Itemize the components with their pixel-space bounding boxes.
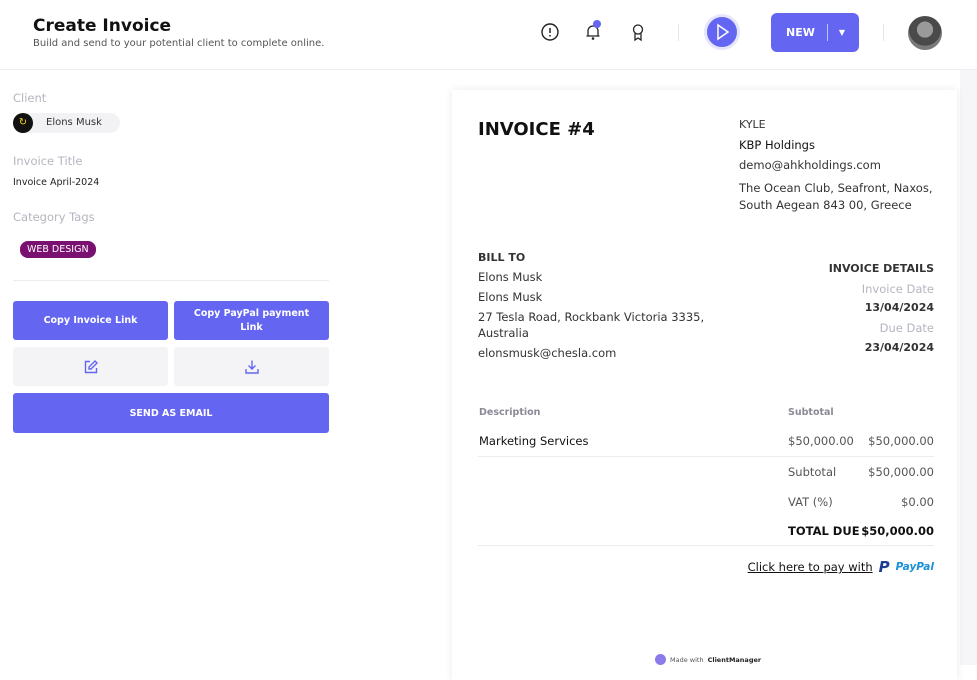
vat-label: VAT (%) — [788, 495, 833, 509]
divider — [826, 24, 828, 41]
divider — [883, 24, 884, 41]
invoice-details-label: INVOICE DETAILS — [828, 262, 934, 275]
award-icon[interactable] — [628, 22, 648, 42]
page-subtitle: Build and send to your potential client … — [33, 38, 325, 49]
bill-to-name: Elons Musk — [478, 270, 543, 284]
divider — [478, 545, 934, 546]
bill-to-label: BILL TO — [478, 251, 526, 264]
client-chip[interactable]: ↻ Elons Musk — [13, 113, 120, 133]
edit-button[interactable] — [13, 347, 168, 386]
paypal-wordmark: PayPal — [895, 561, 934, 573]
from-address: The Ocean Club, Seafront, Naxos, — [739, 181, 933, 195]
client-label: Client — [13, 91, 47, 105]
avatar[interactable] — [908, 16, 942, 50]
play-icon — [717, 23, 730, 41]
send-as-email-button[interactable]: SEND AS EMAIL — [13, 393, 329, 433]
client-name: Elons Musk — [46, 117, 102, 128]
footer-brand: ClientManager — [707, 655, 762, 664]
bill-to-address-2: Australia — [478, 326, 529, 340]
total-due-value: $50,000.00 — [861, 524, 934, 538]
pay-link-text: Click here to pay with — [747, 560, 873, 574]
col-subtotal: Subtotal — [788, 407, 834, 418]
client-logo: ↻ — [13, 113, 33, 133]
paypal-logo-icon: P — [878, 558, 890, 576]
edit-icon — [84, 359, 98, 373]
copy-paypal-link-button[interactable]: Copy PayPal payment Link — [174, 301, 329, 340]
invoice-date-label: Invoice Date — [861, 282, 934, 296]
row-description: Marketing Services — [479, 434, 589, 448]
from-email: demo@ahkholdings.com — [739, 158, 881, 172]
vat-value: $0.00 — [901, 495, 934, 509]
from-name: KYLE — [739, 118, 766, 131]
paypal-pay-link[interactable]: Click here to pay with P PayPal — [748, 558, 934, 576]
row-subtotal: $50,000.00 — [868, 434, 934, 448]
row-price: $50,000.00 — [788, 434, 854, 448]
invoice-preview — [452, 90, 957, 680]
scroll-area — [960, 70, 977, 665]
invoice-number: INVOICE #4 — [478, 119, 595, 140]
category-tags-label: Category Tags — [13, 210, 95, 224]
category-tag[interactable]: WEB DESIGN — [20, 241, 96, 258]
divider — [678, 24, 679, 41]
invoice-title-value[interactable]: Invoice April-2024 — [13, 177, 100, 188]
download-icon — [244, 360, 259, 374]
subtotal-label: Subtotal — [788, 465, 837, 479]
due-date: 23/04/2024 — [864, 341, 934, 354]
play-button[interactable] — [704, 14, 740, 50]
page-title: Create Invoice — [33, 16, 172, 36]
from-address-2: South Aegean 843 00, Greece — [739, 198, 912, 212]
col-description: Description — [479, 407, 541, 418]
invoice-date: 13/04/2024 — [864, 301, 934, 314]
new-label: NEW — [786, 26, 815, 39]
notification-dot — [593, 20, 601, 28]
download-button[interactable] — [174, 347, 329, 386]
footer-branding: Made with ClientManager — [655, 654, 761, 665]
invoice-title-label: Invoice Title — [13, 154, 83, 168]
caret-down-icon[interactable]: ▼ — [838, 28, 846, 37]
alert-circle-icon[interactable] — [540, 22, 560, 42]
due-date-label: Due Date — [879, 321, 934, 335]
bill-to-company: Elons Musk — [478, 290, 543, 304]
header: Create Invoice Build and send to your po… — [0, 0, 977, 70]
divider — [13, 280, 329, 281]
total-due-label: TOTAL DUE — [788, 524, 860, 538]
clientmanager-logo-icon — [655, 654, 666, 665]
subtotal-value: $50,000.00 — [868, 465, 934, 479]
from-company: KBP Holdings — [739, 138, 815, 152]
divider — [478, 456, 934, 457]
bill-to-email: elonsmusk@chesla.com — [478, 346, 617, 360]
new-button[interactable]: NEW ▼ — [771, 13, 859, 52]
footer-made: Made with — [670, 655, 704, 664]
copy-invoice-link-button[interactable]: Copy Invoice Link — [13, 301, 168, 340]
bill-to-address: 27 Tesla Road, Rockbank Victoria 3335, — [478, 310, 705, 324]
